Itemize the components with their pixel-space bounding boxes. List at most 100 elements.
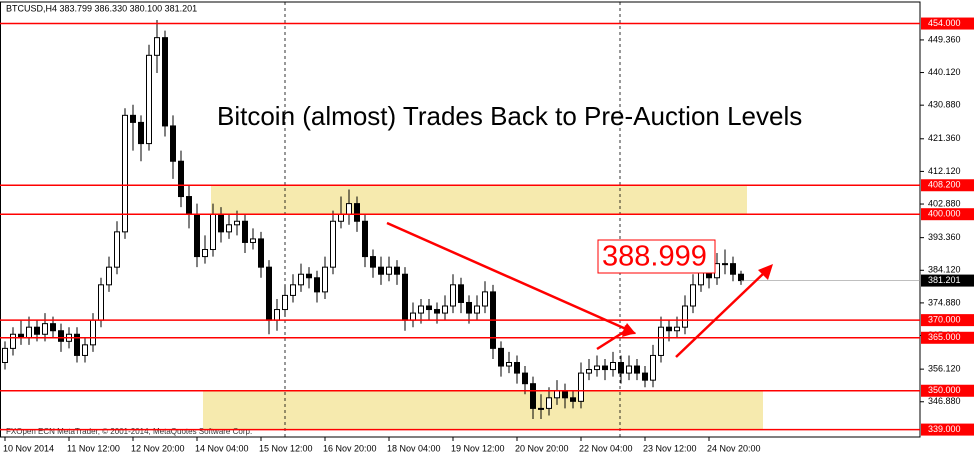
candle-body — [658, 326, 664, 356]
y-tick-label: 393.360 — [928, 232, 961, 242]
level-label-box — [921, 17, 974, 30]
candle-body — [634, 365, 640, 374]
candle-body — [666, 326, 672, 332]
candle-body — [594, 365, 600, 371]
candle-body — [394, 266, 400, 275]
candle-body — [50, 323, 56, 332]
candle-body — [442, 305, 448, 314]
header: BTCUSD,H4 383.799 386.330 380.100 381.20… — [6, 3, 197, 13]
y-tick-label: 412.120 — [928, 166, 961, 176]
x-tick-label: 20 Nov 20:00 — [515, 443, 569, 453]
x-tick-label: 15 Nov 12:00 — [259, 443, 313, 453]
candle-body — [522, 372, 528, 385]
arrow — [596, 328, 628, 351]
candle-body — [42, 323, 48, 335]
footer: FXOpen ECN MetaTrader, © 2001-2014, Meta… — [6, 427, 252, 436]
y-tick-label: 346.880 — [928, 396, 961, 406]
candle-body — [674, 326, 680, 332]
candle-body — [122, 114, 128, 233]
level-label: 370.000 — [928, 315, 961, 325]
candle-body — [274, 309, 280, 321]
candle-body — [546, 397, 552, 409]
x-tick-label: 22 Nov 04:00 — [579, 443, 633, 453]
x-tick-label: 12 Nov 20:00 — [131, 443, 185, 453]
candle-body — [202, 249, 208, 258]
x-tick-label: 24 Nov 20:00 — [707, 443, 761, 453]
arrow-head — [758, 264, 773, 280]
candle-body — [266, 266, 272, 321]
candle-body — [90, 319, 96, 346]
candle-body — [146, 54, 152, 145]
candle-body — [578, 372, 584, 402]
level-label: 350.000 — [928, 385, 961, 395]
level-label-box — [921, 331, 974, 344]
x-tick-label: 14 Nov 04:00 — [195, 443, 249, 453]
last-price-label: 381.201 — [928, 275, 961, 285]
candle-body — [642, 372, 648, 381]
candle-body — [402, 273, 408, 321]
candle-body — [690, 284, 696, 307]
candle-body — [354, 203, 360, 222]
candle-body — [82, 344, 88, 356]
zone — [211, 185, 747, 215]
arrow — [675, 272, 765, 358]
candle-body — [730, 263, 736, 275]
candle-body — [418, 305, 424, 314]
candle-body — [74, 333, 80, 356]
candle-body — [234, 220, 240, 226]
plot-frame — [0, 1, 921, 438]
candle-body — [298, 273, 304, 286]
candle-body — [226, 224, 232, 233]
level-label: 454.000 — [928, 18, 961, 28]
x-tick-label: 19 Nov 12:00 — [451, 443, 505, 453]
level-label-box — [921, 423, 974, 436]
candle-body — [426, 305, 432, 311]
candle-body — [58, 330, 64, 342]
arrow-head — [622, 325, 636, 337]
candle-body — [130, 114, 136, 123]
candle-body — [338, 213, 344, 222]
candle-body — [370, 256, 376, 268]
candle-body — [682, 305, 688, 328]
candle-body — [290, 284, 296, 296]
candle-body — [330, 220, 336, 268]
candle-body — [466, 301, 472, 314]
candle-body — [282, 294, 288, 311]
candle-body — [610, 361, 616, 371]
candle-body — [170, 125, 176, 162]
candle-body — [322, 266, 328, 293]
candle-body — [242, 220, 248, 243]
x-tick-label: 23 Nov 12:00 — [643, 443, 697, 453]
y-tick-label: 440.120 — [928, 67, 961, 77]
candle-body — [626, 365, 632, 374]
candle-body — [618, 361, 624, 374]
candle-body — [410, 312, 416, 321]
candle-body — [218, 213, 224, 233]
candle-body — [2, 347, 8, 363]
candle-body — [458, 284, 464, 303]
candle-body — [538, 407, 544, 410]
candle-body — [250, 238, 256, 243]
level-label-box — [921, 179, 974, 192]
candle-body — [602, 365, 608, 371]
candle-body — [650, 354, 656, 381]
candle-body — [498, 347, 504, 367]
candle-body — [530, 383, 536, 409]
level-label: 339.000 — [928, 424, 961, 434]
candle-body — [26, 326, 32, 339]
annotation-box — [597, 239, 716, 274]
candle-body — [722, 263, 728, 266]
candle-body — [450, 284, 456, 307]
last-price-box — [921, 274, 974, 287]
candle-body — [210, 213, 216, 251]
y-tick-label: 384.120 — [928, 265, 961, 275]
candle-body — [106, 266, 112, 286]
chart-title: Bitcoin (almost) Trades Back to Pre-Auct… — [217, 101, 802, 131]
level-label: 408.200 — [928, 180, 961, 190]
y-tick-label: 374.880 — [928, 297, 961, 307]
candle-body — [434, 309, 440, 314]
candle-body — [482, 291, 488, 307]
arrow — [386, 221, 627, 331]
candle-body — [34, 326, 40, 335]
